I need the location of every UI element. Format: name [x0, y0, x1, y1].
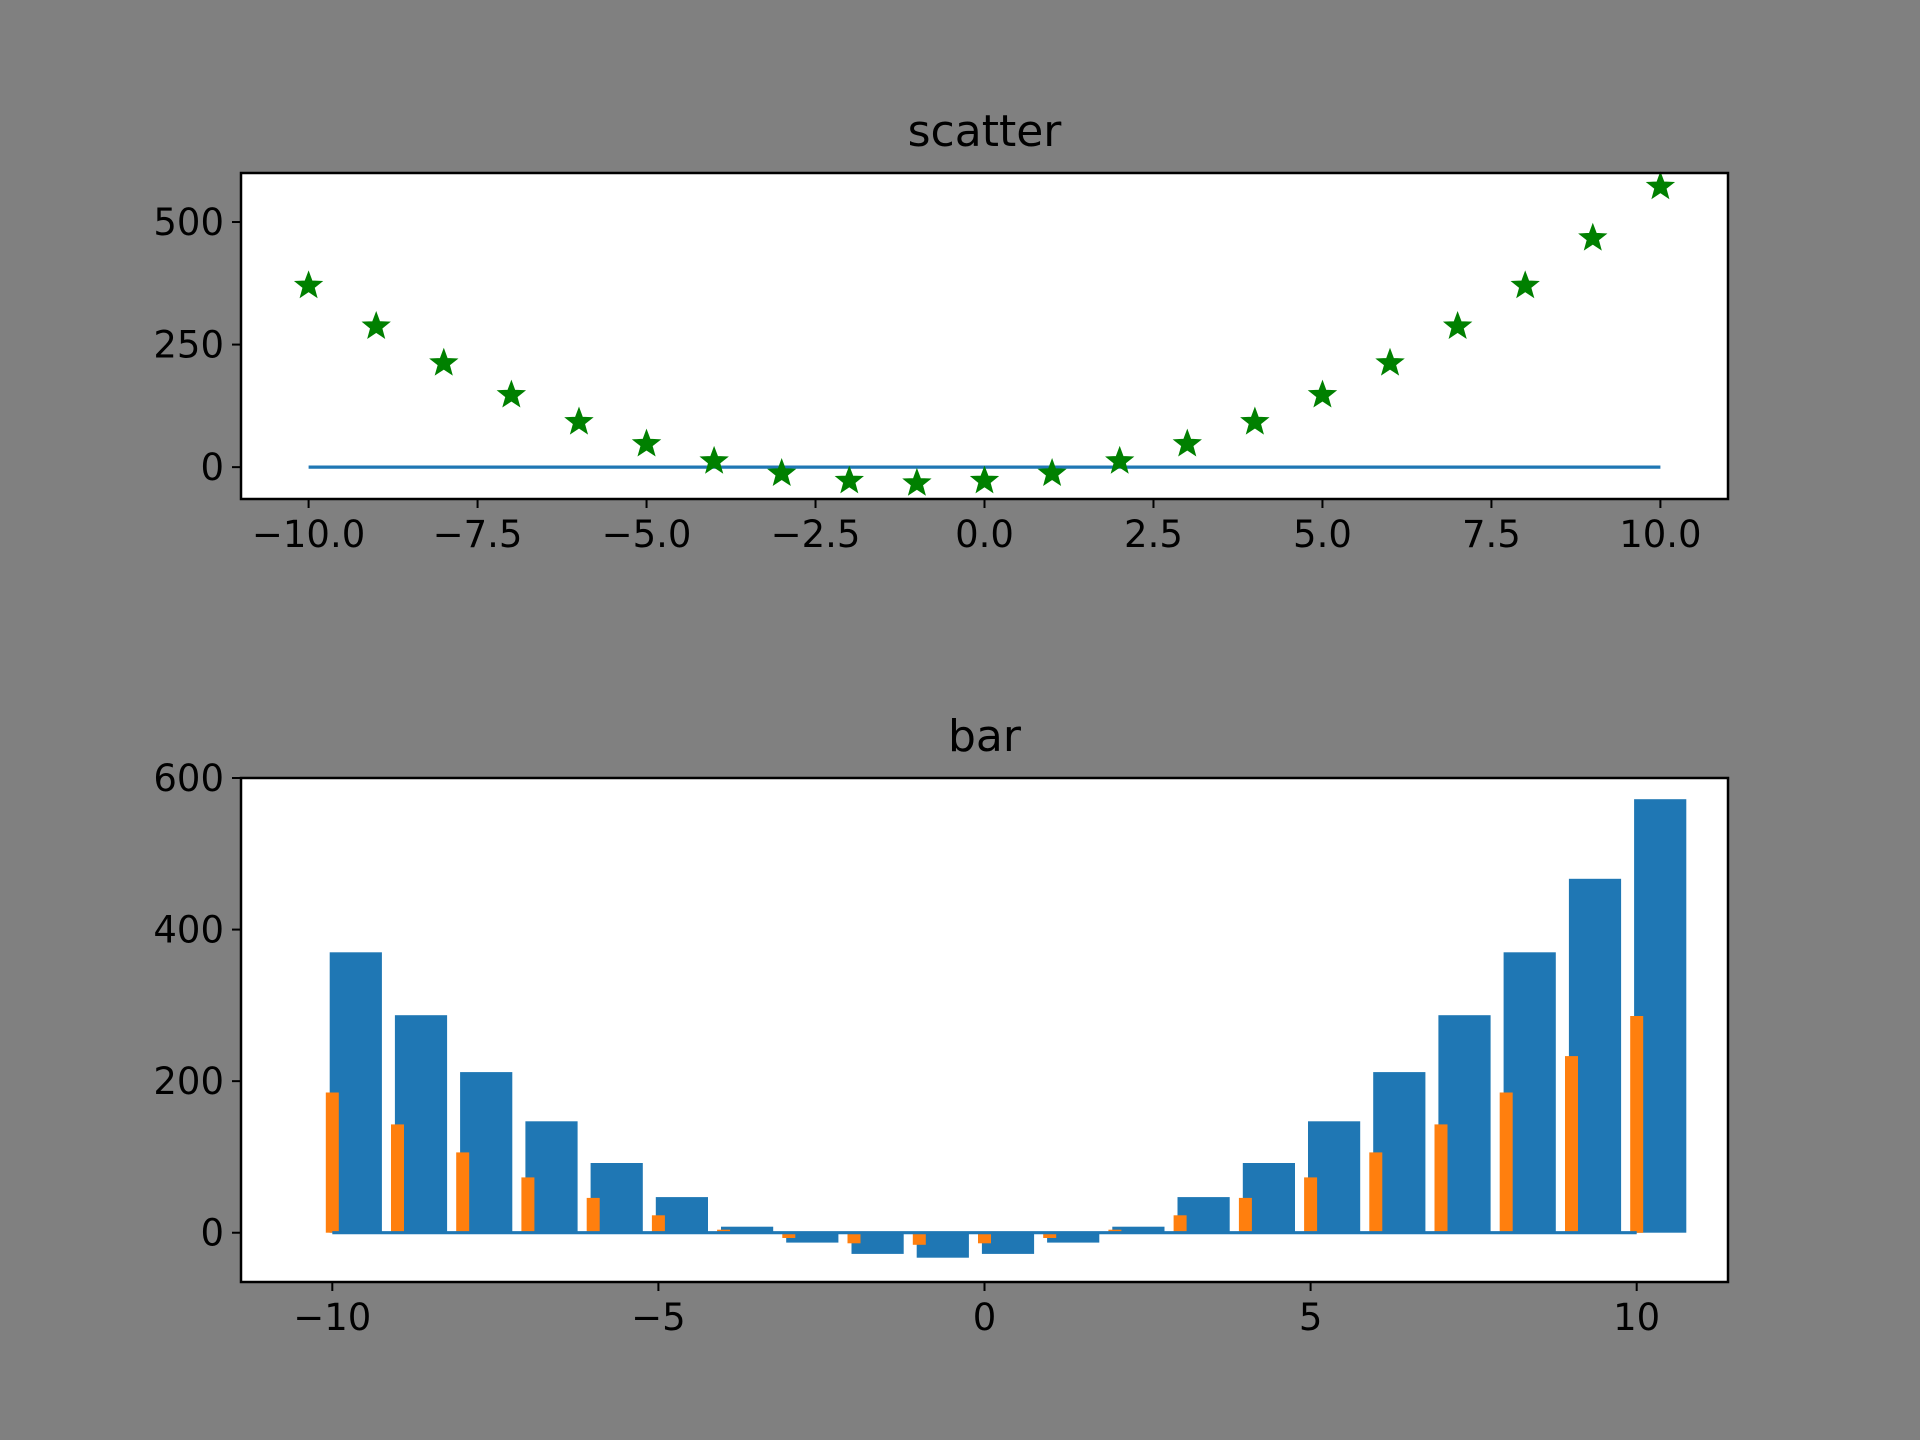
bar-bar-s1-1 [391, 1124, 404, 1233]
bar-bar-s1-4 [586, 1197, 600, 1233]
bar-bar-s1-18 [1499, 1092, 1513, 1233]
scatter-x-tick-label: −10.0 [252, 513, 365, 556]
scatter-point-13 [1172, 428, 1202, 457]
scatter-x-tick-label: 7.5 [1462, 513, 1521, 556]
bar-axes: −10 −5 0 5 10 0 200 400 600 bar [153, 711, 1730, 1339]
bar-bar-s1-7 [782, 1232, 796, 1238]
bar-x-ticks: −10 −5 0 5 10 [293, 1282, 1660, 1339]
scatter-point-17 [1442, 310, 1473, 339]
bar-bar-s1-10 [978, 1232, 991, 1244]
bar-bar-s1-17 [1434, 1124, 1448, 1233]
bar-bar-s0-12 [1112, 1226, 1165, 1233]
scatter-point-5 [631, 428, 662, 457]
scatter-x-tick-label: 5.0 [1293, 513, 1352, 556]
bar-bar-s1-0 [325, 1092, 339, 1233]
bar-x-tick-label: 5 [1299, 1296, 1323, 1339]
scatter-y-ticks: 0 250 500 [153, 201, 241, 489]
scatter-x-tick-label: −2.5 [771, 513, 861, 556]
scatter-y-tick-label: 500 [153, 201, 224, 244]
scatter-point-6 [699, 445, 729, 474]
bar-bar-s0-10 [981, 1232, 1035, 1254]
bar-y-tick-label: 0 [200, 1212, 224, 1255]
bar-bar-s1-14 [1238, 1197, 1252, 1233]
scatter-point-9 [902, 467, 932, 496]
scatter-x-tick-label: 0.0 [955, 513, 1014, 556]
bar-x-tick-label: −10 [293, 1296, 371, 1339]
bar-bar-s1-8 [847, 1232, 861, 1244]
scatter-point-14 [1240, 406, 1270, 435]
scatter-point-1 [361, 310, 391, 339]
scatter-point-2 [429, 347, 459, 376]
scatter-y-tick-label: 0 [200, 446, 224, 489]
bar-bar-s0-8 [851, 1232, 904, 1254]
bar-bar-s0-11 [1047, 1232, 1100, 1243]
scatter-point-7 [767, 458, 797, 486]
bar-y-tick-label: 600 [153, 757, 224, 800]
scatter-point-16 [1375, 347, 1405, 376]
scatter-point-8 [834, 465, 864, 494]
bar-bar-s1-13 [1173, 1215, 1187, 1233]
scatter-point-18 [1510, 270, 1540, 299]
scatter-x-tick-label: −5.0 [602, 513, 692, 556]
scatter-y-tick-label: 250 [153, 324, 224, 367]
scatter-point-15 [1307, 379, 1338, 408]
bar-marks [325, 799, 1687, 1258]
scatter-point-3 [496, 379, 527, 408]
scatter-point-4 [564, 406, 594, 435]
bar-bar-s0-6 [721, 1226, 774, 1233]
bar-y-ticks: 0 200 400 600 [153, 757, 241, 1255]
bar-x-tick-label: 10 [1613, 1296, 1660, 1339]
bar-y-tick-label: 400 [153, 909, 224, 952]
bar-bar-s1-3 [521, 1177, 535, 1233]
scatter-point-0 [293, 270, 324, 299]
bar-bar-s1-19 [1565, 1056, 1578, 1233]
bar-bar-s1-9 [912, 1232, 926, 1245]
scatter-point-20 [1645, 171, 1676, 200]
scatter-marks [293, 171, 1676, 496]
scatter-point-10 [969, 465, 1000, 494]
scatter-x-ticks: −10.0 −7.5 −5.0 −2.5 0.0 2.5 5.0 7.5 10.0 [252, 499, 1702, 556]
bar-bar-s1-11 [1043, 1232, 1057, 1238]
scatter-x-tick-label: 2.5 [1124, 513, 1183, 556]
bar-bar-s1-15 [1304, 1177, 1318, 1233]
scatter-x-tick-label: 10.0 [1619, 513, 1701, 556]
scatter-point-19 [1578, 222, 1608, 251]
bar-bar-s0-7 [786, 1232, 839, 1243]
scatter-frame [239, 171, 1730, 501]
bar-bar-s1-2 [456, 1152, 470, 1233]
scatter-axes: −10.0 −7.5 −5.0 −2.5 0.0 2.5 5.0 7.5 10.0 0 250 50… [153, 106, 1730, 556]
bar-y-tick-label: 200 [153, 1060, 224, 1103]
bar-bar-s1-20 [1630, 1016, 1644, 1233]
bar-frame [239, 776, 1730, 1284]
bar-bar-s1-5 [651, 1215, 665, 1233]
bar-x-tick-label: −5 [631, 1296, 686, 1339]
bar-bar-s1-16 [1369, 1152, 1383, 1233]
bar-title: bar [948, 711, 1022, 762]
scatter-point-11 [1037, 458, 1067, 486]
scatter-point-12 [1105, 445, 1135, 474]
scatter-title: scatter [908, 106, 1063, 157]
scatter-x-tick-label: −7.5 [433, 513, 523, 556]
scatter-plot-area [241, 173, 1728, 499]
bar-x-tick-label: 0 [973, 1296, 997, 1339]
